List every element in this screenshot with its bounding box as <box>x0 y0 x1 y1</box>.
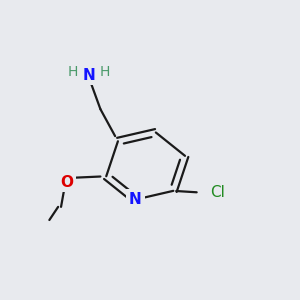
Text: Cl: Cl <box>210 185 225 200</box>
Text: N: N <box>82 68 95 83</box>
Text: H: H <box>68 65 78 79</box>
Text: O: O <box>60 175 74 190</box>
Text: N: N <box>129 192 142 207</box>
Text: H: H <box>100 65 110 79</box>
